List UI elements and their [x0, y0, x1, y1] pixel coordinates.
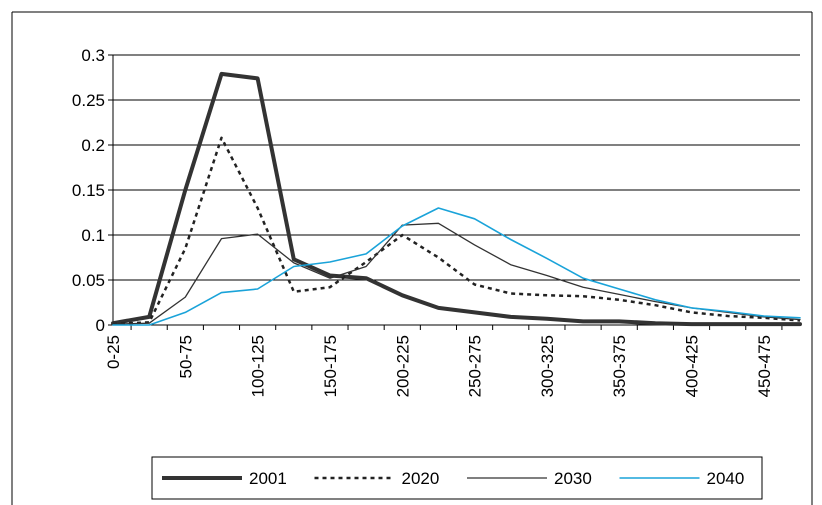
legend-label-2001: 2001 — [249, 469, 287, 488]
series-line-2020 — [112, 136, 801, 326]
y-tick-label: 0.15 — [72, 181, 105, 200]
x-tick-label: 100-125 — [249, 335, 268, 397]
x-tick-label: 250-275 — [466, 335, 485, 397]
x-tick-label: 400-425 — [683, 335, 702, 397]
x-tick-label: 300-325 — [538, 335, 557, 397]
x-tick-label: 0-25 — [104, 335, 123, 369]
series-line-2040 — [112, 207, 801, 326]
y-tick-label: 0.3 — [81, 46, 105, 65]
legend-label-2030: 2030 — [554, 469, 592, 488]
y-tick-label: 0 — [96, 316, 105, 335]
x-tick-labels: 0-25 50-75 100-125 150-175 200-225 250-275 300… — [104, 335, 774, 397]
y-tick-label: 0.2 — [81, 136, 105, 155]
x-tick-label: 200-225 — [393, 335, 412, 397]
legend-label-2040: 2040 — [707, 469, 745, 488]
gridlines — [113, 54, 800, 281]
x-tick-label: 150-175 — [321, 335, 340, 397]
x-tick-label: 350-375 — [610, 335, 629, 397]
series-line-2001 — [111, 71, 802, 327]
legend: 2001 2020 2030 2040 — [151, 456, 763, 500]
x-tick-label: 450-475 — [755, 335, 774, 397]
legend-label-2020: 2020 — [402, 469, 440, 488]
series-lines — [111, 71, 802, 327]
y-tick-label: 0.05 — [72, 271, 105, 290]
x-tick-label: 50-75 — [176, 335, 195, 378]
y-tick-label: 0.25 — [72, 91, 105, 110]
y-tick-labels: 0 0.05 0.1 0.15 0.2 0.25 0.3 — [72, 46, 105, 335]
axes — [108, 54, 800, 330]
y-tick-label: 0.1 — [81, 226, 105, 245]
